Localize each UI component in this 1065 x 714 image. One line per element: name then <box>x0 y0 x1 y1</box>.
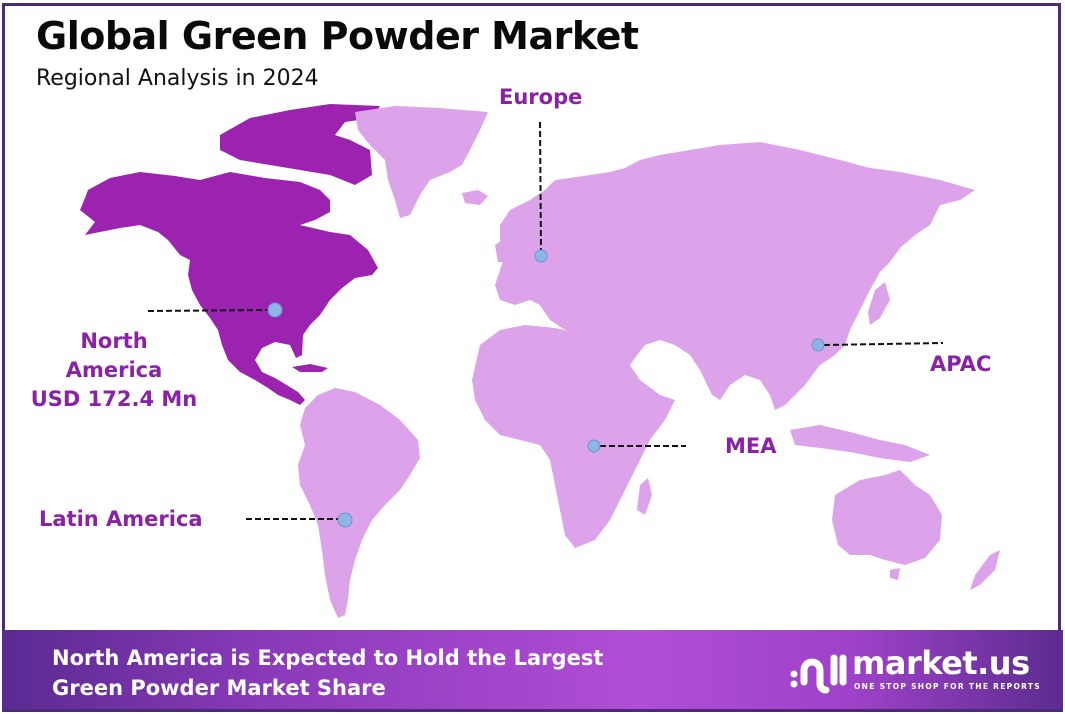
page-subtitle: Regional Analysis in 2024 <box>36 66 319 91</box>
leader-line-europe <box>539 121 542 253</box>
region-name-line2: America <box>65 358 163 382</box>
marker-europe <box>534 249 548 263</box>
logo-name: market.us <box>852 644 1030 682</box>
region-value: USD 172.4 Mn <box>30 387 198 411</box>
region-label-europe: Europe <box>499 85 583 109</box>
marker-latin-america <box>337 512 353 528</box>
region-label-north-america: North America USD 172.4 Mn <box>30 327 198 414</box>
market-us-logo[interactable]: market.us ONE STOP SHOP FOR THE REPORTS <box>790 644 1041 696</box>
footer-banner: North America is Expected to Hold the La… <box>2 630 1063 712</box>
region-label-apac: APAC <box>930 352 992 376</box>
logo-tagline: ONE STOP SHOP FOR THE REPORTS <box>854 682 1041 691</box>
marker-north-america <box>267 302 283 318</box>
leader-line-apac <box>823 342 944 346</box>
region-name-line1: North <box>80 329 148 353</box>
marker-mea <box>587 439 601 453</box>
region-markers <box>267 249 825 528</box>
marker-apac <box>811 338 825 352</box>
region-north-america-shape <box>80 104 380 405</box>
footer-message: North America is Expected to Hold the La… <box>52 643 603 703</box>
leader-lines <box>147 121 944 520</box>
market-us-logo-icon <box>790 654 847 694</box>
region-label-latin-america: Latin America <box>39 507 203 531</box>
leader-line-north-america <box>147 309 271 312</box>
footer-line1: North America is Expected to Hold the La… <box>52 646 604 670</box>
footer-line2: Green Powder Market Share <box>52 676 386 700</box>
page-title: Global Green Powder Market <box>36 14 639 58</box>
region-label-mea: MEA <box>725 434 777 458</box>
region-other-shapes <box>298 106 1000 618</box>
